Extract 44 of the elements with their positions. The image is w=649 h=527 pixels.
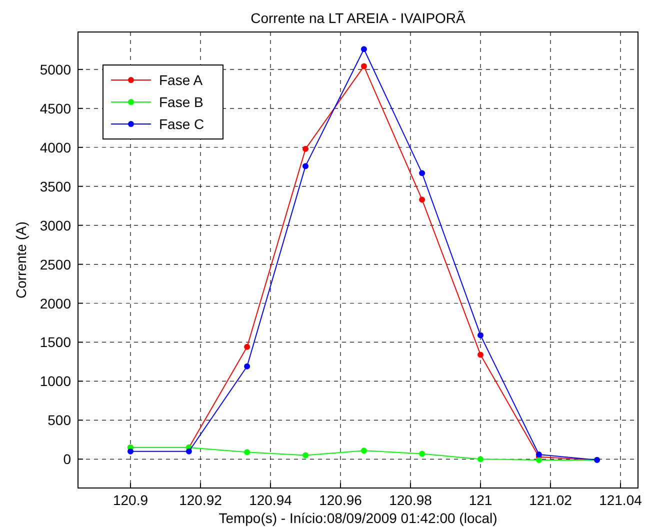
x-tick-label: 121.04 <box>599 492 642 508</box>
point <box>536 451 542 458</box>
point <box>302 146 308 152</box>
point <box>419 196 426 203</box>
point <box>478 352 484 358</box>
point <box>128 448 134 454</box>
y-tick-label: 2500 <box>40 256 72 272</box>
y-tick-label: 500 <box>48 412 72 428</box>
point <box>302 452 308 458</box>
legend-label: Fase C <box>159 116 204 132</box>
x-tick-label: 120.98 <box>389 492 432 508</box>
x-tick-label: 121 <box>468 492 492 508</box>
y-tick-label: 5000 <box>40 61 72 78</box>
y-tick-label: 2000 <box>40 295 72 312</box>
x-axis-title: Tempo(s) - Início:08/09/2009 01:42:00 (local) <box>218 510 498 526</box>
y-tick-label: 4000 <box>40 139 72 156</box>
point <box>419 450 426 457</box>
x-tick-label: 121.02 <box>529 492 572 508</box>
point <box>244 344 250 350</box>
point <box>302 163 308 170</box>
point <box>478 332 484 338</box>
point <box>419 170 426 176</box>
point <box>186 448 192 454</box>
x-tick-label: 120.94 <box>249 492 292 508</box>
y-tick-label: 1000 <box>40 373 72 390</box>
y-tick-label: 1500 <box>40 334 72 350</box>
y-tick-label: 3500 <box>40 178 72 194</box>
point <box>478 456 484 462</box>
y-axis-title: Corrente (A) <box>13 221 29 299</box>
x-tick-label: 120.92 <box>179 492 222 508</box>
legend-label: Fase B <box>159 94 204 110</box>
y-tick-label: 4500 <box>40 100 72 116</box>
point <box>360 448 367 454</box>
y-tick-label: 0 <box>63 451 72 468</box>
x-tick-label: 120.96 <box>319 492 362 508</box>
legend-label: Fase A <box>159 72 204 88</box>
point <box>244 363 250 370</box>
x-tick-label: 120.9 <box>112 492 148 508</box>
point <box>360 63 367 70</box>
point <box>360 46 367 52</box>
y-tick-label: 3000 <box>40 217 72 234</box>
chart-title: Corrente na LT AREIA - IVAIPORÃ <box>250 10 466 26</box>
point <box>536 456 542 463</box>
point <box>244 449 250 456</box>
